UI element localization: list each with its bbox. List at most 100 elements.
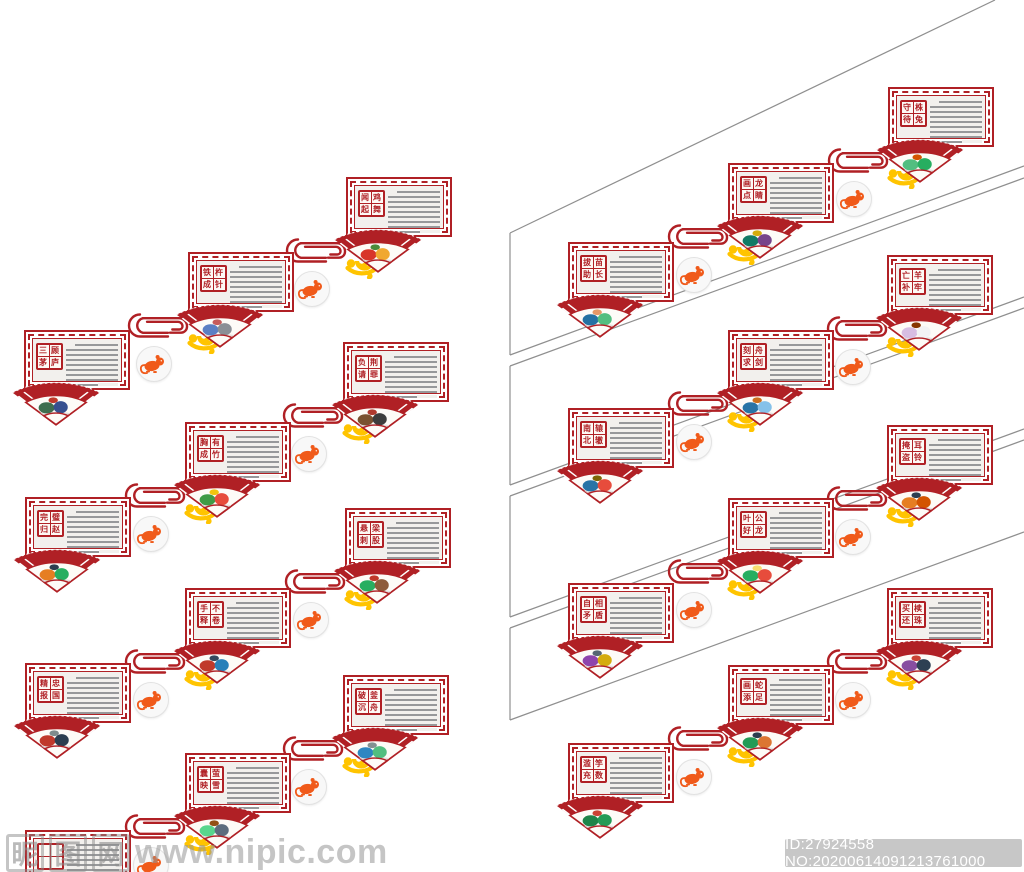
badge-char: 不 [210, 602, 222, 614]
badge-char: 待 [901, 113, 913, 125]
badge-char: 足 [753, 691, 765, 703]
badge-char: 悬 [358, 522, 370, 534]
badge-char: 赵 [50, 523, 62, 535]
story-text-illegible [770, 679, 822, 721]
fan-frame [874, 477, 964, 521]
badge-char: 庐 [49, 356, 61, 368]
badge-char: 苗 [593, 256, 605, 268]
badge-char: 胸 [198, 436, 210, 448]
story-text-illegible [385, 356, 437, 398]
badge-char: 画 [741, 177, 753, 189]
badge-char: 茅 [37, 356, 49, 368]
watermark-logo-char: 图 [49, 833, 87, 872]
badge-char: 珠 [912, 614, 924, 626]
rat-icon [139, 355, 164, 375]
idiom-unit-手不释卷: 手不释卷 [170, 588, 294, 688]
fan-frame [175, 304, 265, 348]
zodiac-rat-medallion [676, 759, 712, 795]
scroll-bracket-icon [826, 316, 888, 341]
fan-frame [715, 215, 805, 259]
story-panel: 完璧归赵 [25, 497, 131, 557]
story-text-illegible [387, 522, 439, 564]
story-text-illegible [930, 101, 982, 143]
zodiac-rat-medallion [291, 769, 327, 805]
badge-char: 鸡 [371, 191, 383, 203]
story-panel: 掩耳盗铃 [887, 425, 993, 485]
idiom-title-badge: 自相矛盾 [580, 596, 607, 623]
badge-char: 点 [741, 189, 753, 201]
badge-char: 睛 [753, 189, 765, 201]
idiom-title-badge: 胸有成竹 [197, 435, 224, 462]
fan-frame [874, 307, 964, 351]
idiom-unit-自相矛盾: 自相矛盾 [553, 583, 677, 683]
scroll-bracket-icon [124, 483, 186, 508]
idiom-unit-亡羊补牢: 亡羊补牢 [872, 255, 996, 355]
story-text-illegible [66, 344, 118, 386]
fan-illustration [582, 650, 615, 669]
story-panel: 买椟还珠 [887, 588, 993, 648]
fan-frame [715, 717, 805, 761]
zodiac-rat-medallion [835, 349, 871, 385]
zodiac-rat-medallion [133, 516, 169, 552]
story-panel: 精忠报国 [25, 663, 131, 723]
story-panel: 胸有成竹 [185, 422, 291, 482]
story-text-illegible [227, 767, 279, 809]
idiom-unit-精忠报国: 精忠报国 [10, 663, 134, 763]
rat-icon [838, 691, 863, 711]
rat-icon [838, 358, 863, 378]
badge-char: 负 [356, 356, 368, 368]
badge-char: 羊 [912, 269, 924, 281]
badge-char: 杵 [213, 266, 225, 278]
idiom-unit-破釜沉舟: 破釜沉舟 [328, 675, 452, 775]
rat-icon [297, 280, 322, 300]
badge-char: 守 [901, 101, 913, 113]
badge-char: 萤 [210, 767, 222, 779]
badge-char: 掩 [900, 439, 912, 451]
story-panel: 自相矛盾 [568, 583, 674, 643]
idiom-title-badge: 滥竽充数 [580, 756, 607, 783]
badge-char: 长 [593, 268, 605, 280]
story-text-illegible [770, 512, 822, 554]
story-text-illegible [67, 677, 119, 719]
fan-illustration [202, 319, 235, 338]
story-text-illegible [610, 597, 662, 639]
rat-icon [679, 768, 704, 788]
idiom-unit-画蛇添足: 画蛇添足 [713, 665, 837, 765]
badge-char: 亡 [900, 269, 912, 281]
scroll-bracket-icon [124, 814, 186, 839]
badge-char: 归 [38, 523, 50, 535]
badge-char: 牢 [912, 281, 924, 293]
idiom-title-badge: 完璧归赵 [37, 510, 64, 537]
story-text-illegible [929, 439, 981, 481]
story-panel: 画龙点睛 [728, 163, 834, 223]
badge-char: 拔 [581, 256, 593, 268]
scroll-bracket-icon [667, 559, 729, 584]
badge-char: 三 [37, 344, 49, 356]
badge-char: 破 [356, 689, 368, 701]
badge-char: 荆 [368, 356, 380, 368]
story-text-illegible [67, 511, 119, 553]
badge-char: 顾 [49, 344, 61, 356]
fan-frame [12, 715, 102, 759]
idiom-unit-画龙点睛: 画龙点睛 [713, 163, 837, 263]
watermark-site-url: www.nipic.com [135, 833, 388, 871]
zodiac-rat-medallion [293, 602, 329, 638]
badge-char: 起 [359, 203, 371, 215]
story-text-illegible [388, 191, 440, 233]
badge-char: 盾 [593, 609, 605, 621]
zodiac-rat-medallion [133, 682, 169, 718]
scroll-bracket-icon [826, 649, 888, 674]
idiom-title-badge: 南辕北辙 [580, 421, 607, 448]
idiom-unit-囊萤映雪: 囊萤映雪 [170, 753, 294, 853]
badge-char: 刻 [741, 344, 753, 356]
badge-char: 闻 [359, 191, 371, 203]
badge-char [50, 844, 62, 856]
fan-frame [555, 460, 645, 504]
story-text-illegible [227, 436, 279, 478]
fan-frame [715, 550, 805, 594]
badge-char: 铃 [912, 451, 924, 463]
fan-illustration [199, 820, 232, 839]
fan-frame [12, 549, 102, 593]
story-panel: 滥竽充数 [568, 743, 674, 803]
